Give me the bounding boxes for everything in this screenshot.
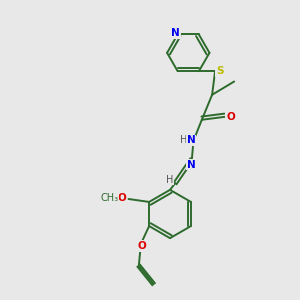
Text: H: H bbox=[180, 135, 187, 146]
Text: N: N bbox=[187, 160, 196, 170]
Text: CH₃: CH₃ bbox=[100, 194, 118, 203]
Text: O: O bbox=[138, 241, 147, 251]
Text: N: N bbox=[187, 135, 196, 146]
Text: N: N bbox=[171, 28, 180, 38]
Text: H: H bbox=[166, 175, 174, 184]
Text: O: O bbox=[226, 112, 235, 122]
Text: O: O bbox=[118, 194, 126, 203]
Text: S: S bbox=[216, 66, 224, 76]
